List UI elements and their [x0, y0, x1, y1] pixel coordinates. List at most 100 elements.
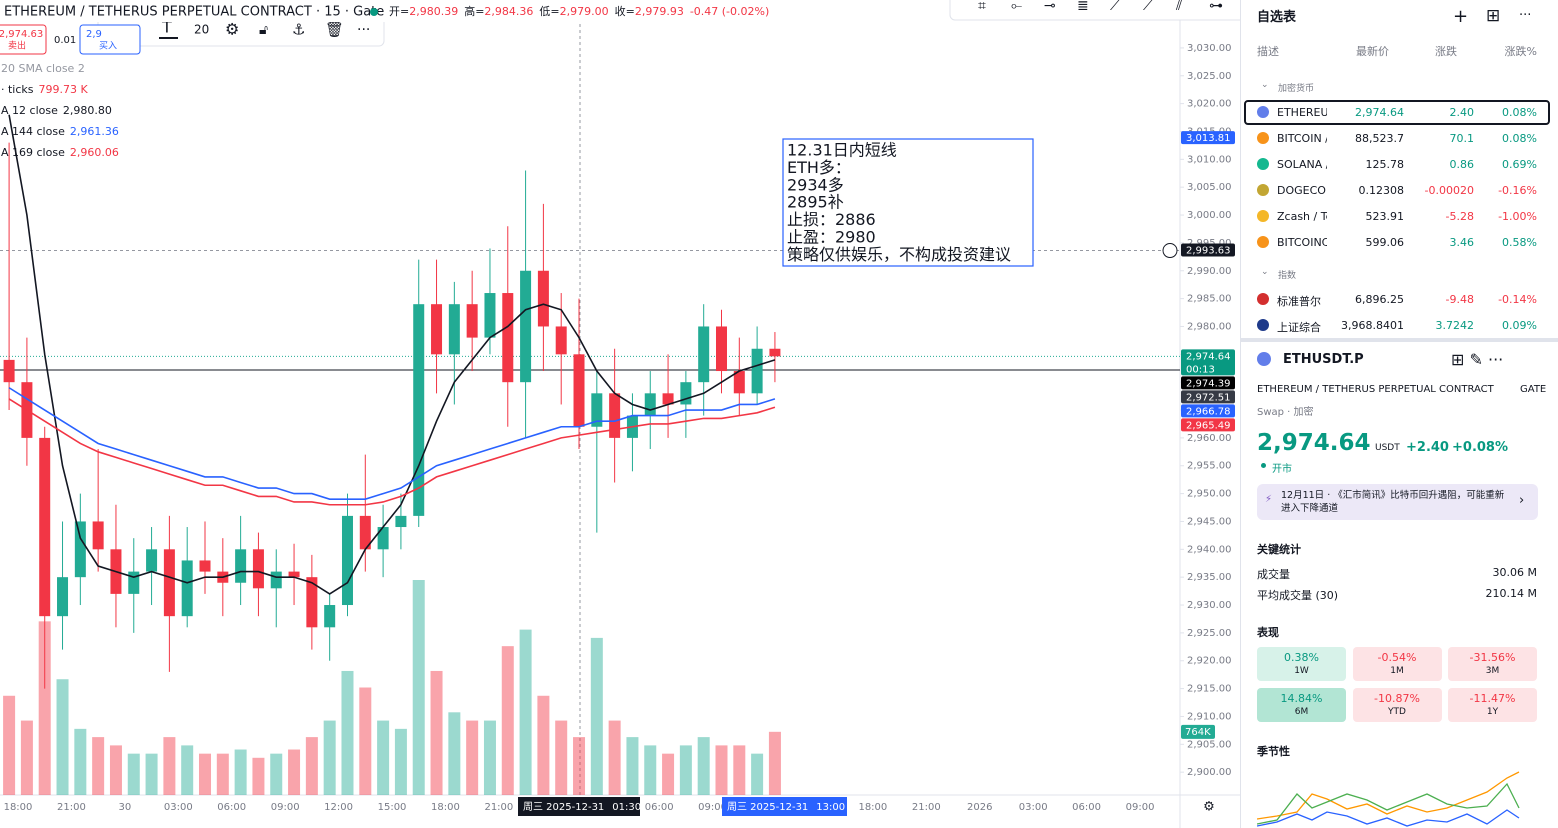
performance-tile[interactable]: -0.54% 1M — [1352, 647, 1442, 681]
candle-body — [769, 348, 781, 357]
x-tick-label: 15:00 — [378, 802, 407, 813]
indicator-name[interactable]: · ticks — [1, 83, 34, 96]
drawing-tool[interactable]: ⊸ — [1044, 0, 1056, 14]
section-name: 加密货币 — [1278, 84, 1315, 94]
market-status-dot — [370, 8, 378, 16]
annotation-line: ETH多： — [787, 158, 851, 177]
y-tick-label: 2,955.00 — [1187, 461, 1232, 472]
more-button[interactable]: ··· — [1519, 8, 1532, 23]
news-box[interactable]: 12月11日 · 《汇市简讯》比特币回升遇阻，可能重新进入下降通道 ⚡ › — [1257, 484, 1538, 520]
watchlist-row[interactable] — [1244, 100, 1550, 125]
indicator-name[interactable]: A 12 close — [1, 104, 58, 117]
volume-bar — [305, 737, 318, 795]
performance-value: -0.54% — [1377, 651, 1417, 664]
news-icon: ⚡ — [1265, 494, 1273, 505]
font-size[interactable]: 20 — [194, 23, 209, 37]
settings-button[interactable]: ⚙ — [1203, 800, 1215, 815]
drawing-tool[interactable]: ⟋ — [1143, 0, 1153, 14]
indicator-name[interactable]: A 144 close — [1, 125, 65, 138]
volume-bar — [234, 749, 247, 795]
sell-label[interactable]: 卖出 — [8, 40, 26, 52]
candle-body — [74, 521, 86, 578]
drawing-tool[interactable]: ≣ — [1077, 0, 1089, 14]
volume-bar — [92, 737, 105, 795]
delete-icon[interactable]: 🗑︎ — [325, 21, 344, 39]
price-label: 2,972.51 — [1186, 392, 1231, 403]
sell-button[interactable] — [0, 24, 47, 55]
drawing-tool[interactable]: ⊶ — [1209, 0, 1223, 14]
detail-change: +2.40 — [1406, 440, 1449, 455]
seasonality-line — [1257, 782, 1520, 825]
performance-tile[interactable]: 0.38% 1W — [1257, 647, 1346, 681]
y-tick-label: 2,995.00 — [1187, 238, 1232, 249]
symbol-icon — [1257, 132, 1269, 144]
detail-status: 开市 — [1272, 464, 1292, 475]
drawing-tool[interactable]: ⌗ — [978, 0, 986, 14]
row-change: -5.28 — [1445, 210, 1474, 223]
drawing-tool[interactable]: ⫽ — [1175, 0, 1183, 14]
drawing-toolbar[interactable]: ⌗⟜⊸≣⟋⟋⫽⊶⦚⟋⤴⊤ — [949, 0, 1240, 21]
performance-tile[interactable]: 14.84% 6M — [1257, 688, 1346, 722]
anchor-icon[interactable]: ⚓︎ — [292, 21, 305, 39]
annotation-line: 2934多 — [787, 175, 844, 194]
performance-tile[interactable]: -31.56% 3M — [1448, 647, 1537, 681]
y-tick-label: 2,935.00 — [1187, 572, 1232, 583]
order-qty[interactable]: 0.01 — [54, 35, 76, 46]
y-tick-label: 2,950.00 — [1187, 489, 1232, 500]
text-icon[interactable]: T — [161, 18, 172, 37]
volume-bar — [608, 720, 621, 795]
lock-icon[interactable]: 🔓︎ — [259, 22, 268, 38]
row-name: 上证综合 — [1277, 321, 1321, 334]
seasonality-title: 季节性 — [1257, 745, 1290, 758]
volume-bar — [697, 737, 710, 795]
candle-body — [395, 515, 407, 528]
performance-tile[interactable]: -11.47% 1Y — [1448, 688, 1537, 722]
y-tick-label: 3,005.00 — [1187, 182, 1232, 193]
volume-label: 764K — [1185, 727, 1211, 738]
buy-button[interactable] — [79, 24, 141, 55]
y-tick-label: 3,030.00 — [1187, 43, 1232, 54]
x-tick-label: 18:00 — [431, 802, 460, 813]
performance-period: YTD — [1388, 707, 1406, 717]
buy-price[interactable]: 2,9 — [86, 29, 102, 40]
volume-bar — [323, 720, 336, 795]
settings-icon[interactable]: ⚙ — [225, 20, 239, 39]
x-tick-label: 30 — [118, 802, 131, 813]
volume-bar — [109, 745, 122, 795]
y-tick-label: 2,930.00 — [1187, 600, 1232, 611]
right-panel: 自选表 + ⊞ ··· 描述 最新价 涨跌 涨跌% ⌄ 加密货币 ETHEREUM 2,974.64 2… — [1240, 0, 1558, 828]
stats-title: 关键统计 — [1257, 543, 1301, 556]
buy-label[interactable]: 买入 — [99, 41, 117, 52]
performance-value: 14.84% — [1280, 692, 1323, 705]
crosshair-plus[interactable] — [1162, 243, 1178, 259]
y-tick-label: 2,925.00 — [1187, 628, 1232, 639]
sell-price[interactable]: 2,974.63 — [0, 29, 43, 40]
performance-period: 1Y — [1486, 707, 1499, 717]
layout-button[interactable]: ⊞ — [1486, 6, 1501, 26]
drawing-tool[interactable]: ⟜ — [1011, 0, 1022, 14]
drawing-tool[interactable]: ⟋ — [1110, 0, 1120, 14]
candle-body — [57, 577, 69, 617]
volume-bar — [466, 720, 479, 795]
symbol-icon — [1257, 184, 1269, 196]
add-button[interactable]: + — [1453, 6, 1469, 27]
performance-tile[interactable]: -10.87% YTD — [1352, 688, 1442, 722]
annotation-line: 止盈：2980 — [787, 228, 876, 247]
indicator-name[interactable]: A 169 close — [1, 146, 65, 159]
annotation[interactable]: 12.31日内短线ETH多：2934多2895补止损：2886止盈：2980策略… — [782, 138, 1034, 267]
symbol-icon — [1257, 158, 1269, 170]
symbol-icon — [1257, 319, 1269, 331]
stat-label: 平均成交量 (30) — [1257, 589, 1339, 602]
volume-bar — [74, 728, 87, 795]
indicator-name[interactable]: 20 SMA close 2 — [1, 62, 85, 75]
volume-bar — [733, 745, 746, 795]
price-label: 2,974.39 — [1186, 378, 1231, 389]
annotation-line: 2895补 — [787, 193, 844, 212]
more-icon[interactable]: ··· — [357, 22, 370, 38]
volume-bar — [555, 720, 568, 795]
detail-actions[interactable]: ⊞ ✎ ··· — [1451, 350, 1504, 369]
candle-body — [163, 549, 175, 617]
symbol-icon — [1257, 210, 1269, 222]
section-header: ⌄ — [1261, 267, 1269, 277]
